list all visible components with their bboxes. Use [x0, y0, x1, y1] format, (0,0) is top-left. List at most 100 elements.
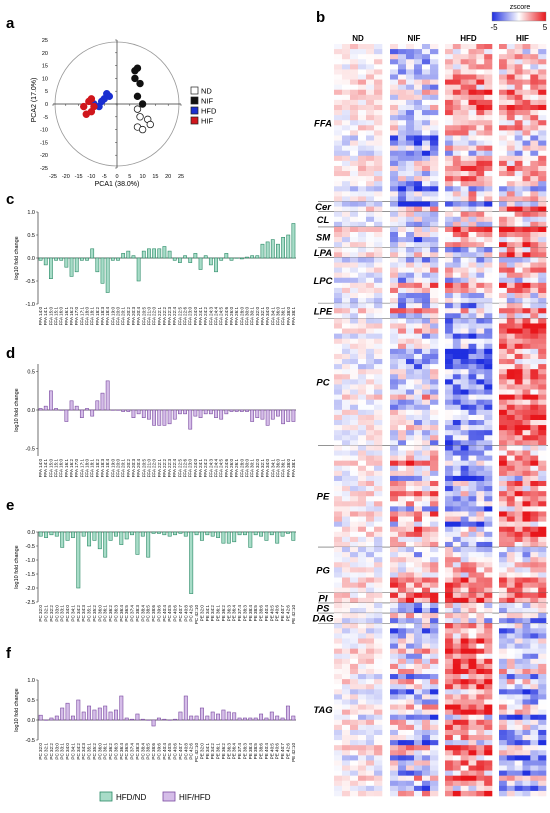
bar-category-label: PC 36:3: [113, 743, 118, 760]
heatmap-cell: [422, 227, 430, 232]
heatmap-cell: [476, 613, 484, 618]
heatmap-cell: [422, 603, 430, 608]
heatmap-cell: [422, 740, 430, 745]
heatmap-cell: [414, 450, 422, 455]
heatmap-cell: [350, 506, 358, 511]
heatmap-cell: [366, 151, 374, 156]
heatmap-cell: [445, 186, 453, 191]
heatmap-cell: [523, 760, 531, 765]
heatmap-cell: [334, 359, 342, 364]
heatmap-cell: [484, 644, 492, 649]
heatmap-cell: [430, 395, 438, 400]
heatmap-cell: [484, 786, 492, 791]
bar: [141, 532, 144, 536]
heatmap-cell: [374, 196, 382, 201]
heatmap-cell: [476, 273, 484, 278]
heatmap-cell: [350, 527, 358, 532]
bar-category-label: PC 38:5: [146, 605, 151, 622]
heatmap-cell: [476, 735, 484, 740]
bar: [136, 714, 139, 720]
heatmap-cell: [334, 674, 342, 679]
heatmap-cell: [398, 49, 406, 54]
heatmap-cell: [334, 583, 342, 588]
heatmap-cell: [453, 517, 461, 522]
bar-category-label: PC 42:6: [189, 605, 194, 622]
heatmap-cell: [523, 532, 531, 537]
heatmap-cell: [374, 613, 382, 618]
heatmap-cell: [366, 613, 374, 618]
heatmap-cell: [530, 130, 538, 135]
heatmap-cell: [499, 450, 507, 455]
heatmap-cell: [334, 308, 342, 313]
heatmap-cell: [469, 694, 477, 699]
pca-x-tick-label: -5: [102, 174, 107, 180]
heatmap-cell: [453, 562, 461, 567]
heatmap-cell: [390, 400, 398, 405]
heatmap-cell: [390, 390, 398, 395]
bar-y-tick-label: 0.0: [27, 718, 35, 724]
heatmap-cell: [515, 471, 523, 476]
heatmap-cell: [358, 369, 366, 374]
bar: [49, 258, 52, 279]
heatmap-cell: [530, 445, 538, 450]
heatmap-cell: [374, 110, 382, 115]
heatmap-cell: [507, 293, 515, 298]
heatmap-cell: [366, 283, 374, 288]
heatmap-cell: [430, 207, 438, 212]
pca-y-tick-label: 10: [42, 76, 48, 82]
heatmap-cell: [476, 511, 484, 516]
heatmap-cell: [445, 141, 453, 146]
heatmap-cell: [430, 699, 438, 704]
heatmap-cell: [366, 329, 374, 334]
heatmap-cell: [350, 501, 358, 506]
heatmap-cell: [484, 303, 492, 308]
heatmap-cell: [515, 125, 523, 130]
heatmap-cell: [461, 669, 469, 674]
heatmap-cell: [414, 232, 422, 237]
heatmap-cell: [366, 628, 374, 633]
heatmap-cell: [422, 156, 430, 161]
heatmap-cell: [414, 80, 422, 85]
heatmap-cell: [342, 699, 350, 704]
heatmap-cell: [484, 384, 492, 389]
bar-ylabel: log10 fold change: [14, 388, 20, 431]
heatmap-cell: [530, 623, 538, 628]
heatmap-cell: [499, 420, 507, 425]
heatmap-cell: [476, 130, 484, 135]
heatmap-cell: [342, 247, 350, 252]
heatmap-cell: [374, 278, 382, 283]
heatmap-cell: [523, 359, 531, 364]
heatmap-cell: [523, 435, 531, 440]
heatmap-cell: [484, 410, 492, 415]
bar: [220, 258, 223, 260]
heatmap-cell: [538, 476, 546, 481]
heatmap-cell: [445, 135, 453, 140]
heatmap-cell: [445, 638, 453, 643]
heatmap-cell: [538, 115, 546, 120]
heatmap-cell: [422, 400, 430, 405]
heatmap-cell: [523, 90, 531, 95]
heatmap-cell: [334, 598, 342, 603]
bar: [44, 258, 47, 265]
bar-category-label: PE 42:10: [291, 605, 296, 624]
heatmap-cell: [430, 334, 438, 339]
heatmap-cell: [390, 273, 398, 278]
heatmap-cell: [374, 740, 382, 745]
heatmap-cell: [406, 390, 414, 395]
heatmap-cell: [453, 664, 461, 669]
heatmap-cell: [422, 69, 430, 74]
heatmap-cell: [414, 766, 422, 771]
heatmap-cell: [445, 466, 453, 471]
bar: [179, 532, 182, 533]
heatmap-cell: [414, 608, 422, 613]
heatmap-cell: [406, 379, 414, 384]
heatmap-cell: [366, 638, 374, 643]
heatmap-cell: [469, 456, 477, 461]
heatmap-cell: [334, 730, 342, 735]
heatmap-cell: [342, 583, 350, 588]
heatmap-cell: [484, 745, 492, 750]
heatmap-cell: [358, 227, 366, 232]
heatmap-cell: [476, 644, 484, 649]
heatmap-cell: [390, 542, 398, 547]
heatmap-cell: [390, 54, 398, 59]
